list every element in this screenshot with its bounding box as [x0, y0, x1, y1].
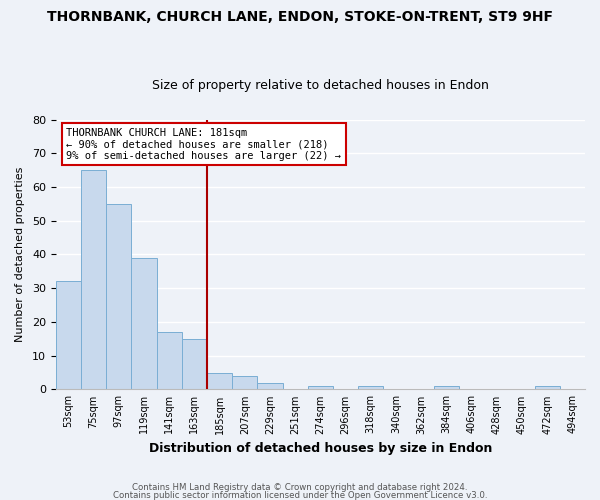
Bar: [358, 386, 383, 390]
Bar: [157, 332, 182, 390]
Bar: [56, 282, 81, 390]
Bar: [106, 204, 131, 390]
Y-axis label: Number of detached properties: Number of detached properties: [15, 167, 25, 342]
Bar: [535, 386, 560, 390]
Text: THORNBANK CHURCH LANE: 181sqm
← 90% of detached houses are smaller (218)
9% of s: THORNBANK CHURCH LANE: 181sqm ← 90% of d…: [67, 128, 341, 161]
Text: THORNBANK, CHURCH LANE, ENDON, STOKE-ON-TRENT, ST9 9HF: THORNBANK, CHURCH LANE, ENDON, STOKE-ON-…: [47, 10, 553, 24]
Bar: [434, 386, 459, 390]
Text: Contains public sector information licensed under the Open Government Licence v3: Contains public sector information licen…: [113, 490, 487, 500]
Bar: [257, 382, 283, 390]
Bar: [207, 372, 232, 390]
X-axis label: Distribution of detached houses by size in Endon: Distribution of detached houses by size …: [149, 442, 492, 455]
Bar: [308, 386, 333, 390]
Text: Contains HM Land Registry data © Crown copyright and database right 2024.: Contains HM Land Registry data © Crown c…: [132, 484, 468, 492]
Bar: [131, 258, 157, 390]
Bar: [182, 339, 207, 390]
Title: Size of property relative to detached houses in Endon: Size of property relative to detached ho…: [152, 79, 489, 92]
Bar: [81, 170, 106, 390]
Bar: [232, 376, 257, 390]
